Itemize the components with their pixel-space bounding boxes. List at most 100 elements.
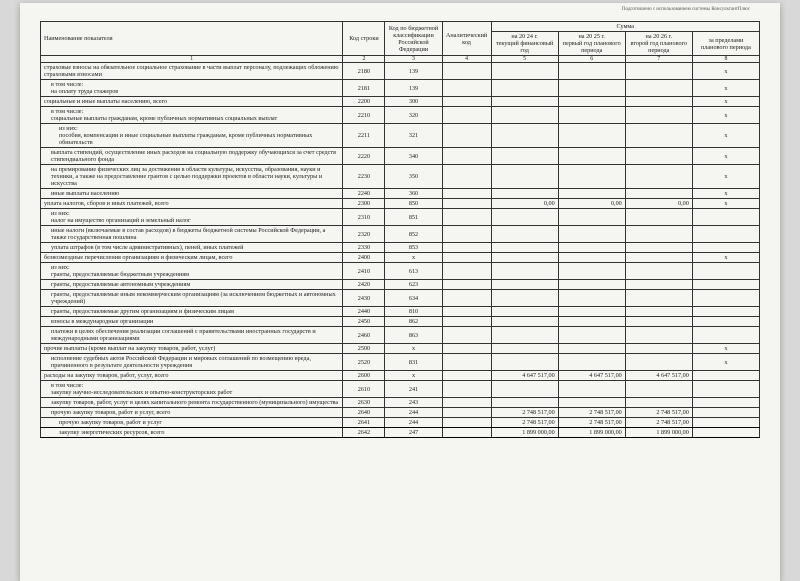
coln-5: 5 xyxy=(491,56,558,63)
cell-code: 2440 xyxy=(343,307,385,317)
cell-kbk: 300 xyxy=(385,97,442,107)
cell-v3: 1 899 000,00 xyxy=(625,428,692,438)
cell-v3 xyxy=(625,280,692,290)
cell-code: 2641 xyxy=(343,418,385,428)
cell-v3: 4 647 517,00 xyxy=(625,371,692,381)
y2-line2: первый год планового периода xyxy=(563,40,621,54)
cell-code: 2610 xyxy=(343,381,385,398)
cell-kbk: 810 xyxy=(385,307,442,317)
cell-anal xyxy=(442,124,491,148)
cell-code: 2220 xyxy=(343,148,385,165)
cell-name: страховые взносы на обязательное социаль… xyxy=(41,63,343,80)
cell-v3: 2 748 517,00 xyxy=(625,408,692,418)
cell-kbk: 852 xyxy=(385,226,442,243)
table-row: гранты, предоставляемые иным некоммерчес… xyxy=(41,290,760,307)
cell-v3 xyxy=(625,253,692,263)
cell-code: 2460 xyxy=(343,327,385,344)
table-row: уплата налогов, сборов и иных платежей, … xyxy=(41,199,760,209)
table-row: прочую закупку товаров, работ и услуг, в… xyxy=(41,408,760,418)
cell-v2 xyxy=(558,63,625,80)
cell-kbk: 863 xyxy=(385,327,442,344)
cell-anal xyxy=(442,290,491,307)
cell-v4: x xyxy=(692,165,759,189)
cell-anal xyxy=(442,327,491,344)
y2-line1: на 20 25 г. xyxy=(578,33,604,40)
cell-v1 xyxy=(491,243,558,253)
cell-v3 xyxy=(625,226,692,243)
cell-v2 xyxy=(558,354,625,371)
table-row: платежи в целях обеспечения реализации с… xyxy=(41,327,760,344)
budget-table: Наименование показателя Код строки Код п… xyxy=(40,21,760,438)
cell-code: 2520 xyxy=(343,354,385,371)
table-row: прочие выплаты (кроме выплат на закупку … xyxy=(41,344,760,354)
cell-v3 xyxy=(625,263,692,280)
cell-name: платежи в целях обеспечения реализации с… xyxy=(41,327,343,344)
cell-v2 xyxy=(558,165,625,189)
cell-v1 xyxy=(491,124,558,148)
cell-code: 2200 xyxy=(343,97,385,107)
cell-v1 xyxy=(491,381,558,398)
cell-v4: x xyxy=(692,63,759,80)
cell-v4 xyxy=(692,243,759,253)
cell-v1 xyxy=(491,327,558,344)
cell-v3 xyxy=(625,80,692,97)
cell-code: 2400 xyxy=(343,253,385,263)
cell-name: закупку энергетических ресурсов, всего xyxy=(41,428,343,438)
cell-v2 xyxy=(558,107,625,124)
cell-name: безвозмездные перечисления организациям … xyxy=(41,253,343,263)
coln-4: 4 xyxy=(442,56,491,63)
cell-kbk: 139 xyxy=(385,80,442,97)
cell-name: из них:налог на имущество организаций и … xyxy=(41,209,343,226)
cell-v3 xyxy=(625,290,692,307)
cell-v2 xyxy=(558,209,625,226)
cell-v3 xyxy=(625,344,692,354)
cell-name: гранты, предоставляемые другим организац… xyxy=(41,307,343,317)
table-row: закупку товаров, работ, услуг в целях ка… xyxy=(41,398,760,408)
cell-name: уплата налогов, сборов и иных платежей, … xyxy=(41,199,343,209)
col-number-row: 1 2 3 4 5 6 7 8 xyxy=(41,56,760,63)
coln-8: 8 xyxy=(692,56,759,63)
y1-line2: текущий финансовый год xyxy=(496,40,553,54)
coln-1: 1 xyxy=(41,56,343,63)
cell-code: 2210 xyxy=(343,107,385,124)
table-row: страховые взносы на обязательное социаль… xyxy=(41,63,760,80)
col-year1: на 20 24 г. текущий финансовый год xyxy=(491,32,558,56)
cell-v2: 0,00 xyxy=(558,199,625,209)
cell-kbk: 243 xyxy=(385,398,442,408)
cell-name: выплата стипендий, осуществление иных ра… xyxy=(41,148,343,165)
cell-v4 xyxy=(692,398,759,408)
table-row: взносы в международные организации245086… xyxy=(41,317,760,327)
cell-code: 2230 xyxy=(343,165,385,189)
cell-anal xyxy=(442,354,491,371)
cell-kbk: 634 xyxy=(385,290,442,307)
cell-code: 2500 xyxy=(343,344,385,354)
table-row: исполнение судебных актов Российской Фед… xyxy=(41,354,760,371)
cell-v3 xyxy=(625,124,692,148)
cell-code: 2320 xyxy=(343,226,385,243)
cell-code: 2420 xyxy=(343,280,385,290)
cell-code: 2310 xyxy=(343,209,385,226)
cell-kbk: 241 xyxy=(385,381,442,398)
cell-v3 xyxy=(625,307,692,317)
cell-anal xyxy=(442,344,491,354)
cell-kbk: 244 xyxy=(385,418,442,428)
cell-kbk: 853 xyxy=(385,243,442,253)
cell-name: иные налоги (включаемые в состав расходо… xyxy=(41,226,343,243)
cell-kbk: x xyxy=(385,344,442,354)
cell-v2 xyxy=(558,381,625,398)
cell-v3 xyxy=(625,165,692,189)
cell-code: 2450 xyxy=(343,317,385,327)
cell-anal xyxy=(442,226,491,243)
cell-v4 xyxy=(692,209,759,226)
cell-kbk: 244 xyxy=(385,408,442,418)
cell-v1 xyxy=(491,107,558,124)
cell-v2 xyxy=(558,317,625,327)
col-year2: на 20 25 г. первый год планового периода xyxy=(558,32,625,56)
cell-code: 2181 xyxy=(343,80,385,97)
cell-v3 xyxy=(625,107,692,124)
cell-v4 xyxy=(692,428,759,438)
table-row: закупку энергетических ресурсов, всего26… xyxy=(41,428,760,438)
cell-anal xyxy=(442,428,491,438)
table-header: Наименование показателя Код строки Код п… xyxy=(41,22,760,63)
coln-6: 6 xyxy=(558,56,625,63)
